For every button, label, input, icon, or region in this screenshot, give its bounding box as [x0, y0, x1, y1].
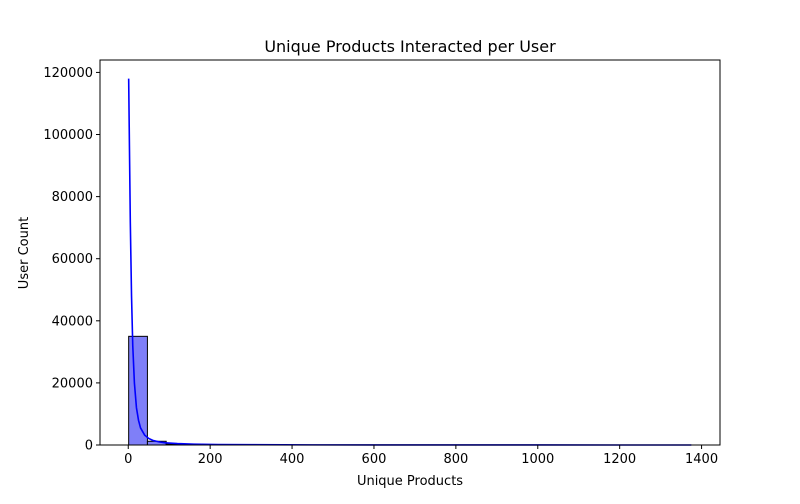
x-tick-label: 0 [124, 452, 132, 467]
x-tick-label: 1200 [603, 452, 636, 467]
x-axis-label: Unique Products [357, 474, 463, 489]
x-tick-label: 600 [362, 452, 387, 467]
y-axis-label: User Count [17, 217, 32, 289]
x-tick-label: 1400 [685, 452, 718, 467]
y-tick-label: 20000 [52, 376, 93, 391]
x-tick-label: 800 [443, 452, 468, 467]
y-tick-label: 0 [85, 439, 93, 454]
x-tick-label: 1000 [521, 452, 554, 467]
y-tick-label: 80000 [52, 190, 93, 205]
chart-title: Unique Products Interacted per User [264, 37, 556, 56]
y-tick-label: 120000 [43, 66, 93, 81]
y-tick-label: 40000 [52, 314, 93, 329]
y-tick-label: 100000 [43, 128, 93, 143]
kde-line [129, 79, 692, 445]
plot-frame [100, 60, 720, 445]
x-tick-label: 200 [198, 452, 223, 467]
histogram-bar [129, 336, 148, 445]
histogram-bars [129, 336, 692, 445]
kde-curve-group [129, 79, 692, 445]
x-tick-label: 400 [280, 452, 305, 467]
y-tick-label: 60000 [52, 252, 93, 267]
